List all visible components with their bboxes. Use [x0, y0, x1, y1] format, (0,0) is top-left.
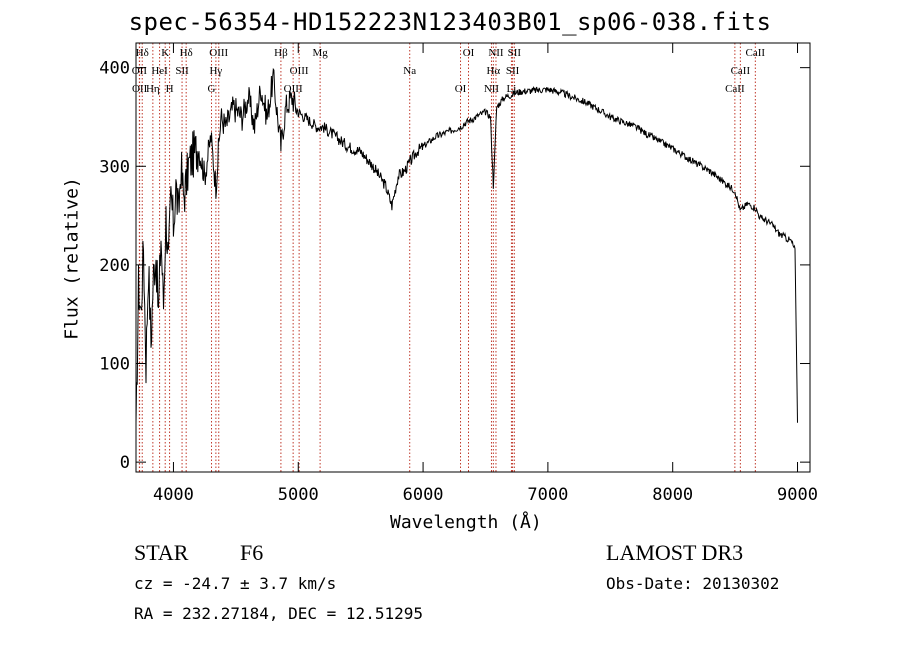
marker-label: SII	[508, 47, 522, 59]
x-tick-label: 6000	[403, 485, 444, 505]
marker-label: Na	[403, 65, 416, 77]
marker-label: SII	[175, 65, 189, 77]
marker-label: OII	[132, 65, 148, 77]
obs-date: Obs-Date: 20130302	[606, 574, 780, 593]
x-axis-label: Wavelength (Å)	[390, 512, 542, 533]
y-tick-label: 400	[99, 59, 130, 79]
marker-label: OI	[463, 47, 475, 59]
x-tick-label: 4000	[153, 485, 194, 505]
marker-label: OIII	[290, 65, 309, 77]
x-tick-label: 9000	[777, 485, 818, 505]
marker-label: Li	[507, 83, 517, 95]
marker-label: CaII	[731, 65, 751, 77]
marker-label: Hα	[486, 65, 500, 77]
x-tick-label: 8000	[652, 485, 693, 505]
marker-label: OI	[455, 83, 467, 95]
spectrum-series	[135, 67, 798, 424]
marker-label: K	[161, 47, 169, 59]
marker-label: HeI	[151, 65, 168, 77]
marker-label: Mg	[312, 47, 328, 59]
marker-labels: HδOIIOIIKHeIHηHδSIIHOIIIHγGHβOIIIOIIIMgN…	[132, 47, 766, 95]
y-tick-label: 200	[99, 256, 130, 276]
y-tick-label: 100	[99, 355, 130, 375]
marker-label: CaII	[725, 83, 745, 95]
marker-lines	[138, 43, 756, 472]
marker-label: NII	[488, 47, 504, 59]
marker-label: Hη	[146, 83, 160, 95]
object-class: STAR	[134, 540, 189, 565]
marker-label: Hδ	[136, 47, 149, 59]
survey-label: LAMOST DR3	[606, 540, 744, 565]
y-tick-label: 300	[99, 157, 130, 177]
cz-value: cz = -24.7 ± 3.7 km/s	[134, 574, 337, 593]
marker-label: Hδ	[180, 47, 193, 59]
coordinates: RA = 232.27184, DEC = 12.51295	[134, 604, 423, 623]
marker-label: H	[166, 83, 174, 95]
y-axis-label: Flux (relative)	[61, 177, 83, 340]
x-tick-label: 7000	[527, 485, 568, 505]
marker-label: OIII	[284, 83, 303, 95]
spectrum-line	[135, 67, 798, 424]
marker-label: NII	[484, 83, 500, 95]
marker-label: Hγ	[209, 65, 222, 77]
plot-frame	[135, 42, 811, 473]
x-tick-label: 5000	[278, 485, 319, 505]
marker-label: OIII	[209, 47, 228, 59]
chart-title: spec-56354-HD152223N123403B01_sp06-038.f…	[128, 8, 772, 36]
y-tick-label: 0	[120, 453, 130, 473]
axis-ticks: 4000 5000 6000 7000 8000 9000 0 100 200 300 400	[99, 43, 818, 505]
marker-label: Hβ	[274, 47, 288, 59]
marker-label: OII	[132, 83, 148, 95]
marker-label: CaII	[746, 47, 766, 59]
object-subclass: F6	[240, 540, 264, 565]
marker-label: G	[208, 83, 216, 95]
marker-label: SII	[506, 65, 520, 77]
